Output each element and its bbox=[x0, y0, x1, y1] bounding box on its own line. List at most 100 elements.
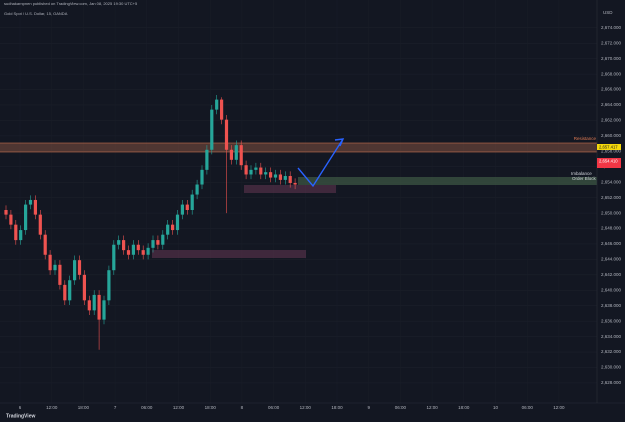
candle-body bbox=[97, 294, 101, 320]
candle-body bbox=[4, 209, 8, 215]
y-tick-label: 2,634.000 bbox=[601, 334, 622, 339]
candle-body bbox=[68, 280, 72, 301]
candle-body bbox=[288, 176, 292, 183]
x-tick-label: 7 bbox=[114, 405, 117, 410]
candle-body bbox=[234, 145, 238, 160]
y-tick-label: 2,670.000 bbox=[601, 56, 622, 61]
candle-body bbox=[38, 214, 42, 235]
demand-box bbox=[152, 250, 306, 258]
x-tick-label: 12:00 bbox=[426, 405, 438, 410]
candle-body bbox=[161, 234, 165, 245]
candle-body bbox=[92, 294, 96, 311]
candle-body bbox=[33, 199, 37, 215]
x-tick-label: 12:00 bbox=[46, 405, 58, 410]
author-line: sudhakarnpnen published on TradingView.c… bbox=[4, 1, 138, 6]
last-price-tag bbox=[597, 158, 621, 168]
candle-body bbox=[117, 240, 121, 245]
grid bbox=[0, 27, 597, 384]
y-tick-label: 2,664.000 bbox=[601, 102, 622, 107]
candle-body bbox=[180, 204, 184, 215]
y-tick-label: 2,628.000 bbox=[601, 380, 622, 385]
candle-body bbox=[48, 254, 52, 271]
y-tick-label: 2,638.000 bbox=[601, 303, 622, 308]
candle-body bbox=[53, 264, 57, 271]
candle-body bbox=[244, 165, 248, 175]
y-tick-label: 2,654.000 bbox=[601, 179, 622, 184]
candle-body bbox=[24, 204, 28, 231]
resistance-price: 2,657.417 bbox=[599, 144, 618, 149]
candle-body bbox=[200, 169, 204, 185]
candle-body bbox=[171, 224, 175, 231]
candle-body bbox=[293, 182, 297, 185]
x-tick-label: 9 bbox=[367, 405, 370, 410]
x-tick-label: 6 bbox=[19, 405, 22, 410]
resistance-price-tag bbox=[597, 144, 621, 150]
candle-body bbox=[166, 224, 170, 235]
x-tick-label: 12:00 bbox=[173, 405, 185, 410]
candle-body bbox=[205, 149, 209, 170]
candle-body bbox=[220, 99, 224, 120]
time-axis: 6 12:00 18:00 7 06:00 12:00 18:00 8 06:00 12:00 18… bbox=[19, 405, 565, 410]
y-tick-label: 2,652.000 bbox=[601, 195, 622, 200]
candle-body bbox=[229, 149, 233, 160]
candle-body bbox=[43, 234, 47, 255]
candle-body bbox=[112, 244, 116, 271]
candle-body bbox=[190, 194, 194, 210]
candle-body bbox=[156, 240, 160, 245]
resistance-label: Resistance bbox=[574, 136, 597, 141]
candle-body bbox=[82, 274, 86, 301]
y-tick-label: 2,636.000 bbox=[601, 318, 622, 323]
y-tick-label: 2,662.000 bbox=[601, 118, 622, 123]
candle-body bbox=[141, 250, 145, 255]
x-tick-label: 10 bbox=[493, 405, 499, 410]
candle-body bbox=[210, 109, 214, 150]
candle-body bbox=[122, 240, 126, 251]
candle-body bbox=[283, 176, 287, 180]
y-tick-label: 2,630.000 bbox=[601, 365, 622, 370]
candle-body bbox=[195, 184, 199, 195]
candle-body bbox=[146, 247, 150, 255]
x-tick-label: 18:00 bbox=[331, 405, 343, 410]
y-tick-label: 2,650.000 bbox=[601, 210, 622, 215]
y-tick-label: 2,642.000 bbox=[601, 272, 622, 277]
x-tick-label: 12:00 bbox=[553, 405, 565, 410]
candle-body bbox=[126, 250, 131, 255]
currency-label: USD bbox=[603, 10, 613, 15]
candle-body bbox=[63, 284, 67, 301]
x-tick-label: 18:00 bbox=[205, 405, 217, 410]
candle-body bbox=[102, 300, 106, 320]
candle-body bbox=[259, 167, 263, 175]
candle-body bbox=[185, 204, 189, 210]
x-tick-label: 8 bbox=[241, 405, 244, 410]
x-tick-label: 06:00 bbox=[268, 405, 280, 410]
candles bbox=[4, 94, 297, 350]
arrow-head bbox=[334, 138, 345, 147]
brand: TradingView bbox=[6, 413, 35, 419]
candle-body bbox=[9, 214, 13, 225]
candle-body bbox=[136, 244, 140, 251]
candle-body bbox=[14, 224, 18, 241]
x-tick-label: 18:00 bbox=[458, 405, 470, 410]
x-tick-label: 18:00 bbox=[78, 405, 90, 410]
x-tick-label: 06:00 bbox=[141, 405, 153, 410]
candle-body bbox=[58, 264, 62, 285]
candle-body bbox=[131, 244, 135, 255]
candle-body bbox=[107, 270, 111, 301]
imbalance-box bbox=[244, 185, 336, 193]
y-tick-label: 2,646.000 bbox=[601, 241, 622, 246]
candle-body bbox=[254, 167, 258, 170]
y-tick-label: 2,632.000 bbox=[601, 349, 622, 354]
candle-body bbox=[264, 172, 268, 175]
candle-body bbox=[19, 230, 23, 241]
x-tick-label: 12:00 bbox=[300, 405, 312, 410]
y-tick-label: 2,640.000 bbox=[601, 287, 622, 292]
y-tick-label: 2,674.000 bbox=[601, 25, 622, 30]
y-tick-label: 2,660.000 bbox=[601, 133, 622, 138]
candle-body bbox=[239, 145, 243, 166]
x-tick-label: 06:00 bbox=[395, 405, 407, 410]
candle-body bbox=[269, 172, 273, 178]
y-tick-label: 2,658.000 bbox=[601, 149, 622, 154]
last-price: 2,654.410 bbox=[599, 159, 618, 164]
